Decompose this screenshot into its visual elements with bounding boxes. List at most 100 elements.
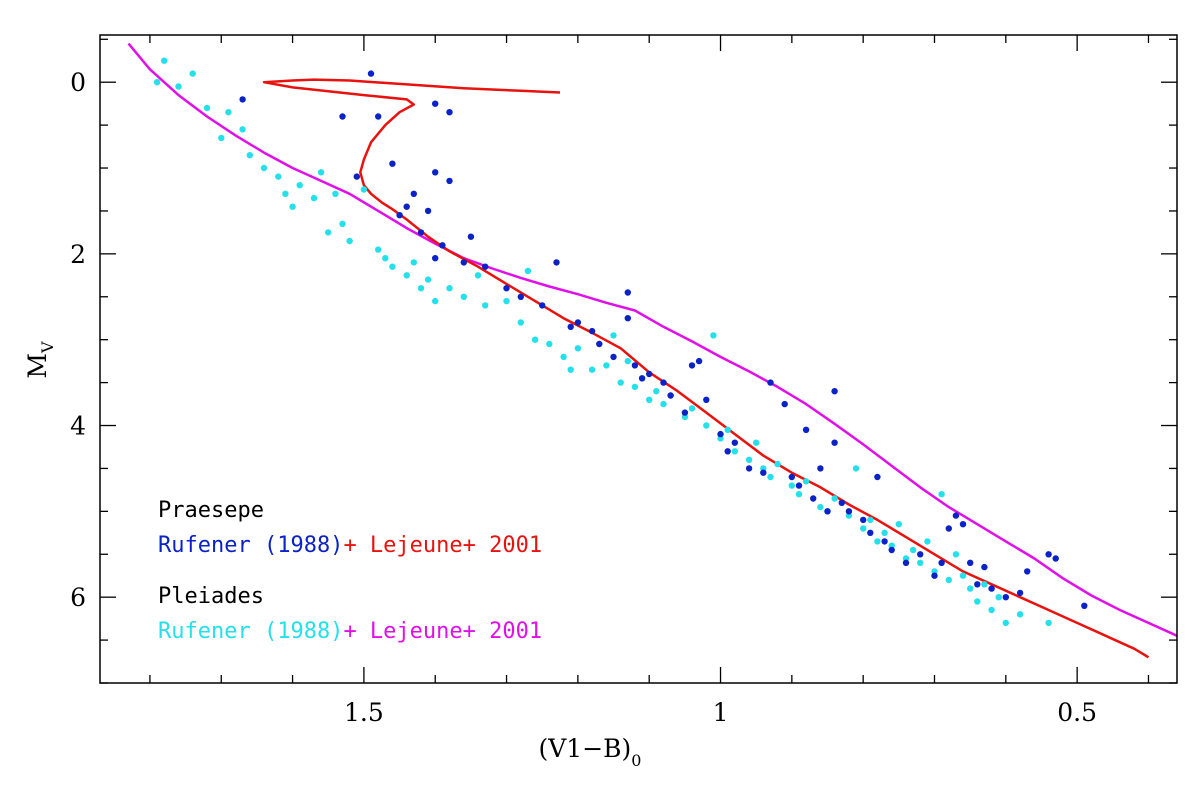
data-point-s2-35 [524,267,532,275]
data-point-s3-30 [638,375,646,382]
data-point-s3-26 [596,340,603,348]
data-point-s3-19 [503,285,510,292]
data-point-s3-32 [660,379,667,386]
data-point-s2-93 [567,366,574,373]
data-point-s3-4 [339,113,346,120]
data-point-s2-33 [503,297,510,305]
y-axis-label: MV [23,341,57,379]
data-point-s3-49 [824,508,831,515]
data-point-s3-29 [631,362,639,369]
x-tick-label: 1.5 [344,698,384,727]
data-point-s3-27 [610,353,617,361]
data-point-s3-14 [439,242,446,249]
data-point-s3-71 [1023,568,1031,575]
data-point-s2-26 [417,285,425,292]
data-point-s2-89 [1016,611,1024,618]
data-point-s3-28 [624,289,631,296]
data-point-s2-22 [382,255,389,262]
data-point-s3-59 [917,551,924,558]
data-point-s2-32 [482,302,489,309]
data-point-s3-22 [553,259,560,266]
plot-content [127,42,1177,659]
data-point-s3-56 [881,538,888,545]
data-point-s2-25 [410,259,417,266]
data-point-s3-72 [1045,551,1052,558]
data-point-s2-76 [917,559,924,566]
data-point-s2-23 [389,263,396,270]
data-point-s3-1 [239,96,246,103]
legend-entry-0: Rufener (1988)+ Lejeune+ 2001 [158,533,542,558]
data-point-s3-74 [1081,602,1088,609]
data-point-s3-18 [482,263,489,270]
data-point-s2-11 [282,190,289,197]
data-point-s2-27 [424,276,432,283]
data-point-s2-0 [161,57,168,64]
data-point-s3-68 [988,585,995,592]
data-point-s2-28 [432,297,439,305]
data-point-s2-18 [339,220,346,227]
data-point-s3-6 [389,160,396,167]
data-point-s2-87 [995,594,1002,601]
isochrone-line-1 [262,78,1150,659]
isochrone-line-0 [127,42,1177,638]
data-point-s2-60 [788,482,795,489]
data-point-s2-55 [745,456,753,463]
data-point-s3-5 [446,109,453,116]
x-axis-label: (V1−B)0 [539,734,642,770]
data-point-s2-6 [225,109,232,116]
data-point-s2-34 [517,319,524,326]
data-point-s2-10 [275,173,282,180]
data-point-s3-9 [353,173,360,180]
data-point-s2-84 [974,598,981,605]
data-point-s3-58 [902,559,910,566]
data-point-s3-64 [959,521,967,528]
data-point-s3-66 [974,581,981,588]
data-point-s3-42 [767,379,774,386]
data-point-s3-41 [760,469,767,476]
data-point-s2-14 [310,194,318,202]
data-point-s2-67 [852,465,860,472]
data-point-s2-17 [332,190,339,197]
data-point-s2-37 [546,340,553,348]
data-point-s2-8 [246,152,253,159]
data-point-s3-31 [646,370,653,378]
data-point-s3-60 [931,572,938,579]
data-point-s3-48 [817,465,824,472]
data-point-s3-0 [367,70,375,77]
legend-entry-1: Rufener (1988)+ Lejeune+ 2001 [158,619,542,644]
data-point-s2-94 [653,388,660,395]
data-point-s3-76 [624,315,631,322]
y-tick-label: 0 [70,68,86,97]
data-point-s3-3 [375,113,382,120]
data-point-s3-34 [681,409,689,416]
data-point-s3-43 [781,400,788,408]
data-point-s3-55 [874,473,881,481]
data-point-s2-36 [531,336,539,343]
data-point-s2-21 [375,246,382,253]
data-point-s2-3 [189,70,196,77]
data-point-s2-63 [817,503,824,511]
data-point-s2-83 [967,585,974,592]
data-point-s3-35 [688,362,696,369]
data-point-s2-79 [938,491,945,498]
data-point-s2-58 [767,473,774,481]
data-point-s2-7 [239,126,246,133]
legend-entry-text-0-1: + Lejeune+ 2001 [343,533,542,558]
data-point-s3-2 [432,100,439,107]
data-point-s2-9 [260,164,268,172]
data-point-s3-75 [831,388,838,395]
data-point-s2-59 [774,460,781,468]
data-point-s2-42 [610,332,617,339]
data-point-s2-75 [909,546,917,554]
x-tick-label: 0.5 [1057,698,1097,727]
data-point-s2-15 [317,169,325,176]
data-point-s2-4 [203,104,211,112]
data-point-s3-53 [860,516,867,524]
data-point-s2-91 [710,332,717,339]
data-point-s2-88 [1002,619,1009,627]
data-point-s3-24 [574,319,582,326]
data-point-s2-31 [474,272,482,279]
